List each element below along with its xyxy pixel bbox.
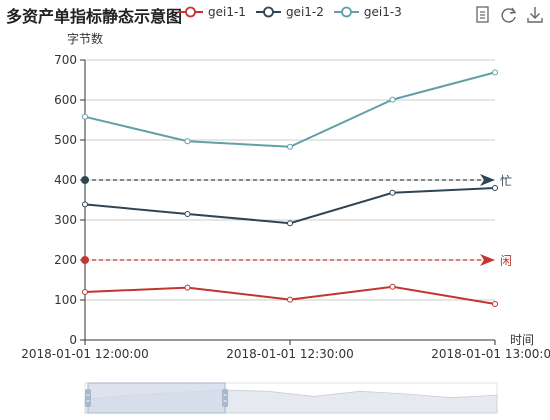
y-axis-label: 字节数 [67, 31, 103, 46]
data-zoom-handle-start[interactable] [85, 389, 91, 407]
mark-line-start-dot [81, 256, 89, 264]
series-line-gei1-2 [84, 187, 496, 225]
data-point [492, 69, 498, 76]
x-tick-label: 2018-01-01 13:00:00 [431, 347, 550, 361]
data-point [389, 96, 396, 103]
y-tick-label: 0 [69, 333, 77, 347]
legend-line-icon [255, 6, 281, 18]
mark-line-label: 忙 [500, 174, 512, 188]
save-image-icon[interactable] [525, 5, 545, 25]
mark-line-start-dot [81, 176, 89, 184]
data-point [287, 220, 293, 227]
y-tick-label: 200 [54, 253, 77, 267]
legend-label: gei1-1 [208, 5, 246, 19]
legend-line-icon [178, 6, 203, 18]
y-tick-label: 600 [54, 93, 77, 107]
chart-toolbar [467, 5, 545, 25]
data-point [184, 138, 191, 145]
data-zoom-handle-end[interactable] [222, 389, 229, 407]
x-tick-label: 2018-01-01 12:00:00 [21, 347, 148, 361]
data-point [82, 289, 88, 295]
data-point [492, 185, 498, 191]
data-point [82, 201, 88, 208]
data-point [389, 189, 396, 196]
mark-line-arrow [480, 174, 495, 186]
mark-line-label: 闲 [500, 254, 512, 268]
data-view-icon[interactable] [473, 5, 493, 25]
data-point [389, 283, 396, 290]
chart-legend: gei1-1 gei1-2 gei1-3 [178, 4, 412, 20]
legend-label: gei1-3 [363, 5, 402, 19]
legend-item-gei1-2[interactable]: gei1-2 [255, 5, 324, 19]
mark-line-arrow [480, 254, 495, 266]
y-tick-label: 500 [54, 133, 77, 147]
legend-line-icon [333, 6, 359, 18]
series-line-gei1-3 [84, 71, 496, 148]
data-zoom-window[interactable] [87, 382, 226, 414]
legend-item-gei1-3[interactable]: gei1-3 [333, 5, 402, 19]
y-tick-label: 100 [54, 293, 77, 307]
data-point [82, 113, 88, 120]
legend-label: gei1-2 [285, 5, 324, 19]
y-tick-label: 300 [54, 213, 77, 227]
y-tick-label: 700 [54, 53, 77, 67]
y-tick-label: 400 [54, 173, 77, 187]
x-tick-label: 2018-01-01 12:30:00 [226, 347, 353, 361]
legend-item-gei1-1[interactable]: gei1-1 [178, 5, 246, 19]
data-point [287, 143, 293, 150]
x-axis-label: 时间 [510, 333, 534, 347]
data-point [492, 301, 498, 307]
data-point [184, 211, 191, 217]
chart-title: 多资产单指标静态示意图 [6, 7, 183, 26]
data-point [184, 284, 191, 291]
data-point [287, 296, 293, 303]
restore-icon[interactable] [499, 5, 519, 25]
